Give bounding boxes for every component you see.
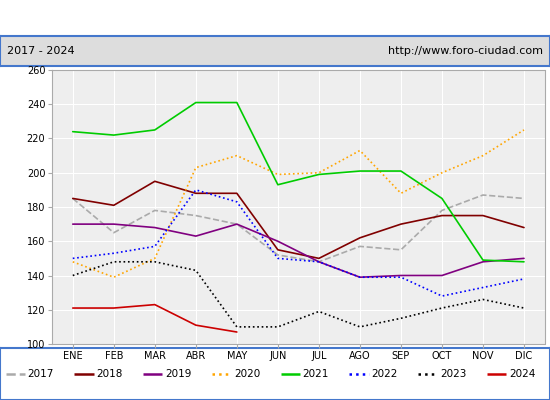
- Text: 2024: 2024: [509, 369, 535, 379]
- Text: 2018: 2018: [96, 369, 123, 379]
- Text: 2022: 2022: [371, 369, 398, 379]
- Text: 2017 - 2024: 2017 - 2024: [7, 46, 74, 56]
- Text: 2023: 2023: [440, 369, 466, 379]
- Text: 2021: 2021: [302, 369, 329, 379]
- Text: 2017: 2017: [28, 369, 54, 379]
- Text: http://www.foro-ciudad.com: http://www.foro-ciudad.com: [388, 46, 543, 56]
- Text: Evolucion del paro registrado en Mojados: Evolucion del paro registrado en Mojados: [137, 12, 413, 24]
- Text: 2020: 2020: [234, 369, 260, 379]
- Text: 2019: 2019: [165, 369, 191, 379]
